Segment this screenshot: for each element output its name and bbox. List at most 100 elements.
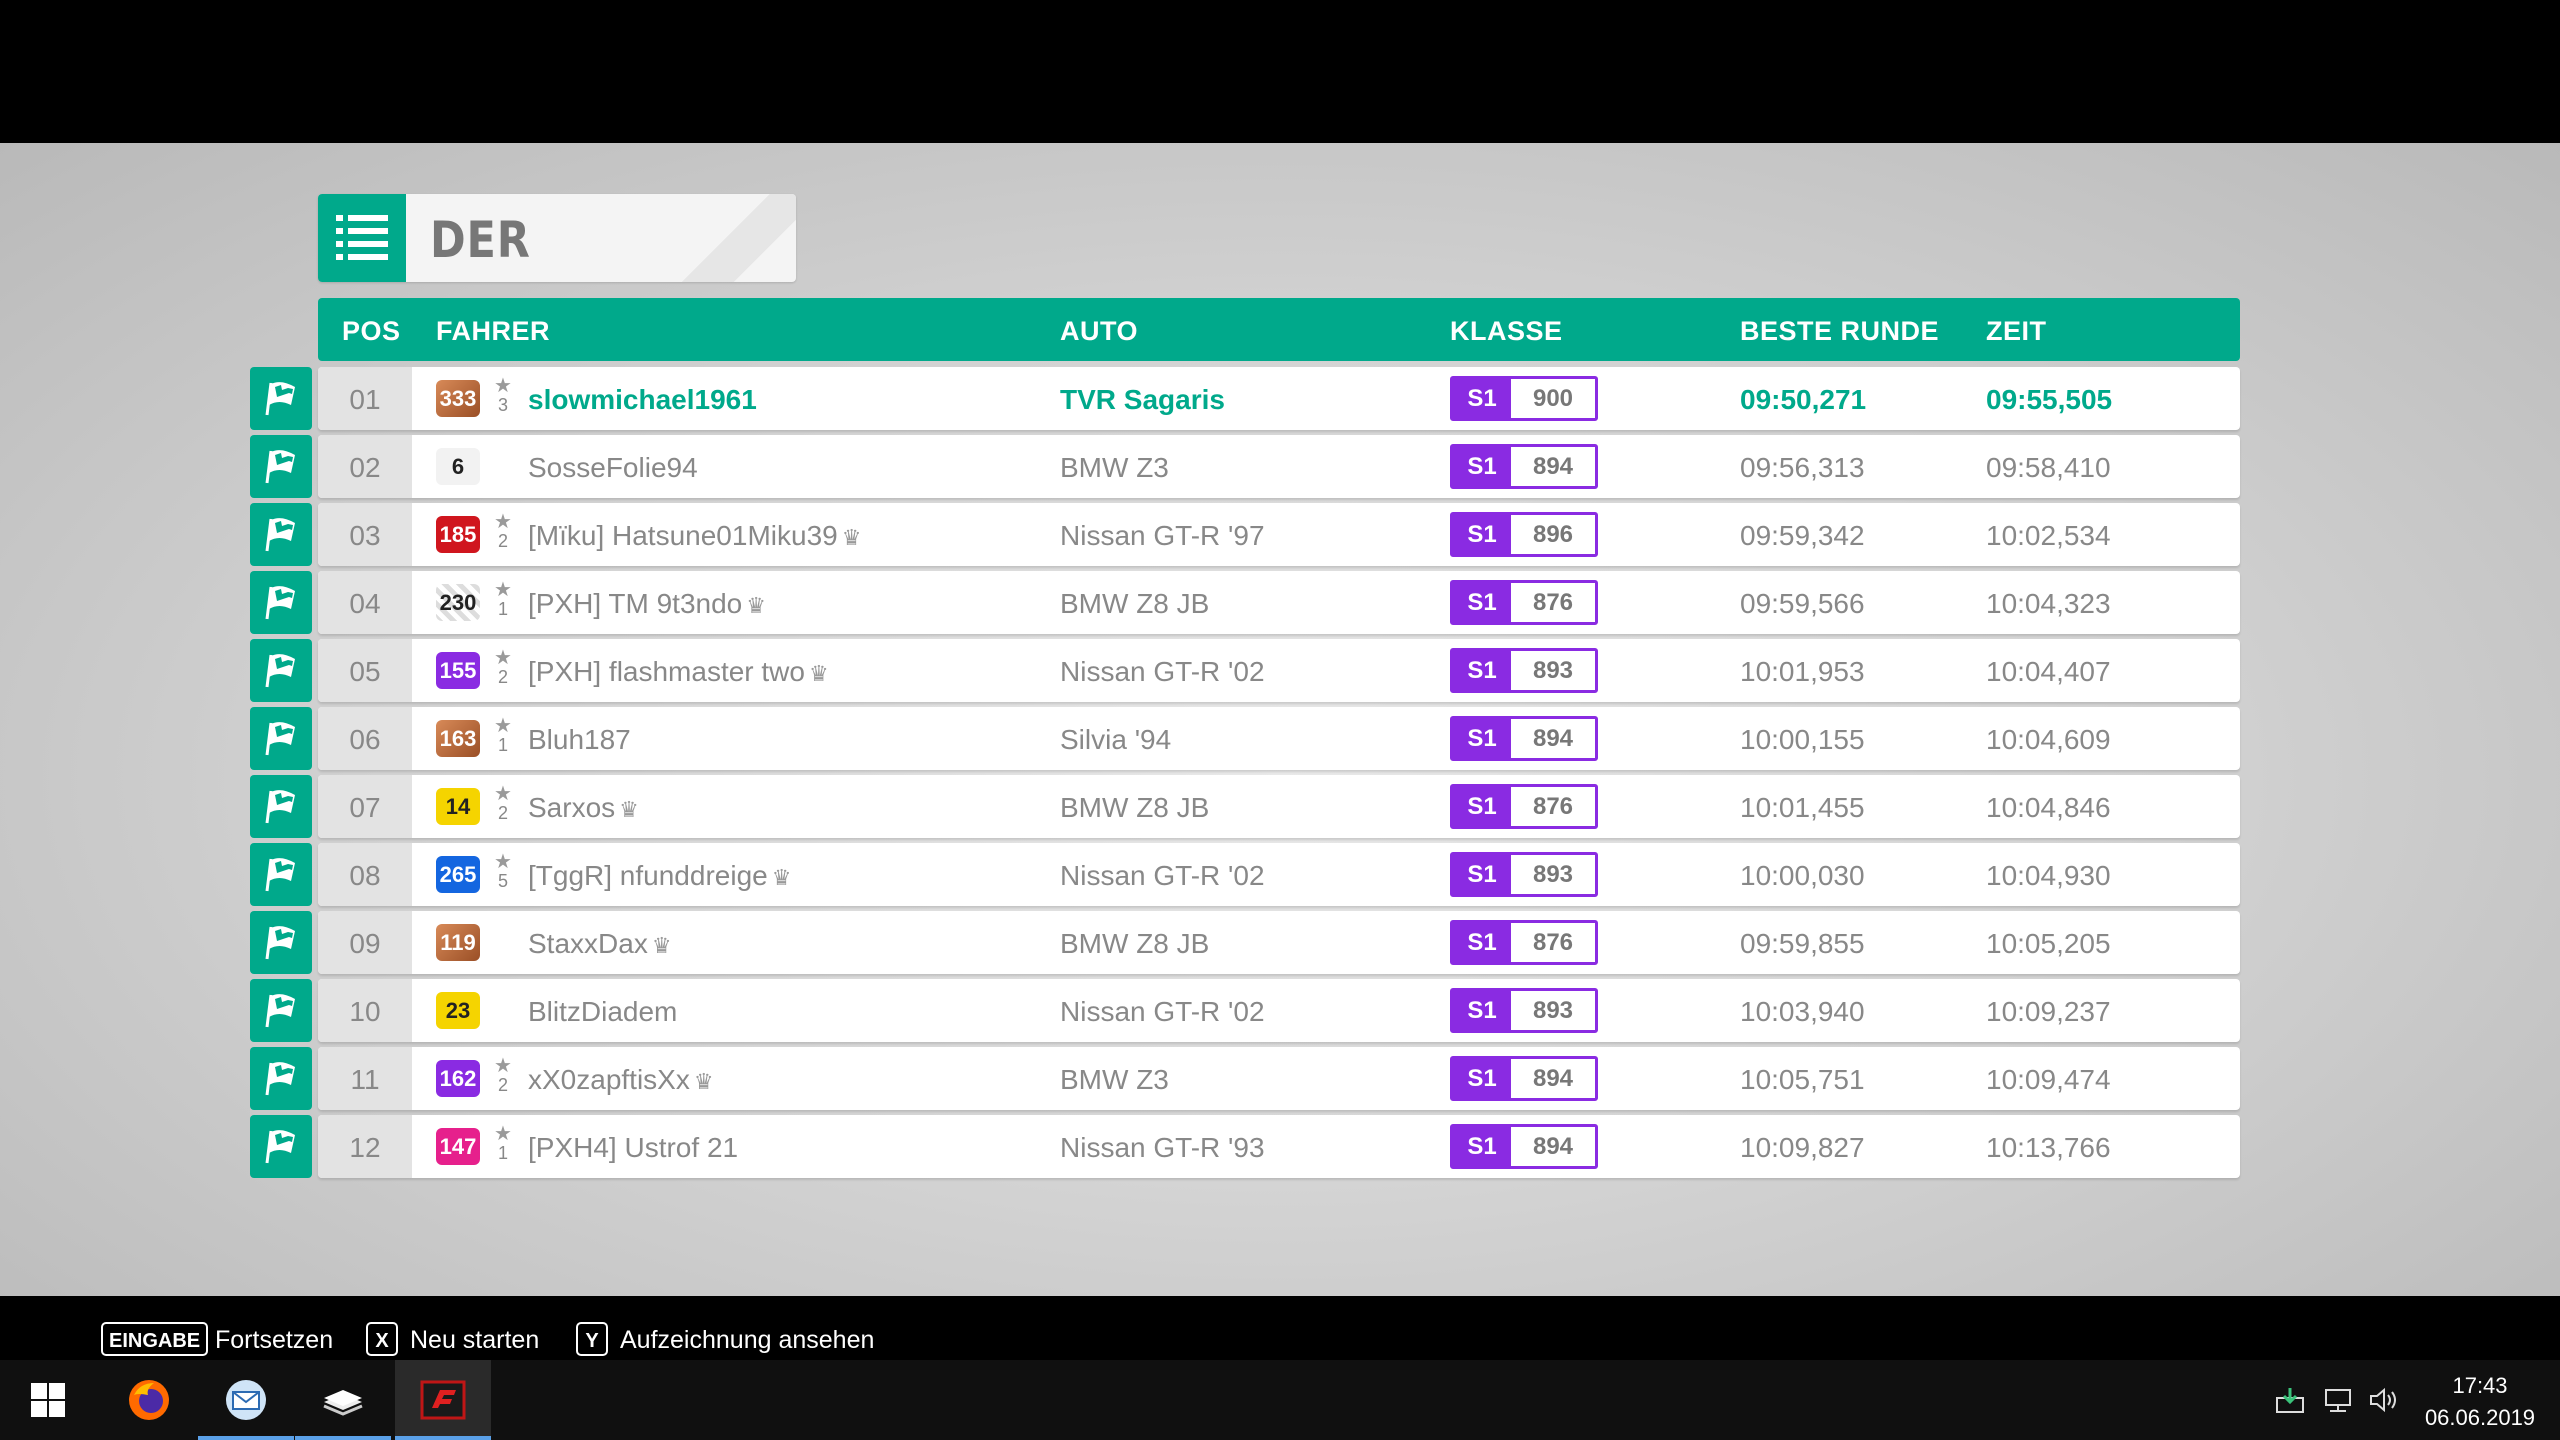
level-badge: 162 bbox=[436, 1060, 480, 1097]
key-y[interactable]: Y bbox=[576, 1322, 608, 1356]
flag-icon[interactable] bbox=[250, 503, 312, 566]
flag-icon[interactable] bbox=[250, 843, 312, 906]
flag-icon[interactable] bbox=[250, 639, 312, 702]
driver-cell: slowmichael1961 bbox=[528, 367, 757, 433]
star-icon: ★ 2 bbox=[492, 784, 514, 822]
crown-icon: ♛ bbox=[808, 661, 829, 686]
driver-name: [PXH4] Ustrof 21 bbox=[528, 1132, 739, 1163]
performance-index: 876 bbox=[1532, 589, 1574, 616]
performance-index: 893 bbox=[1532, 997, 1574, 1024]
books-icon[interactable] bbox=[295, 1360, 391, 1440]
flag-icon[interactable] bbox=[250, 775, 312, 838]
crown-icon: ♛ bbox=[619, 797, 639, 822]
col-driver: FAHRER bbox=[436, 316, 551, 346]
controller-prompt-bar: EINGABE Fortsetzen X Neu starten Y Aufze… bbox=[0, 1296, 2560, 1360]
network-icon[interactable] bbox=[2318, 1360, 2358, 1440]
driver-name: StaxxDax bbox=[528, 928, 648, 959]
best-lap: 09:59,855 bbox=[1740, 928, 1865, 959]
class-letter: S1 bbox=[1453, 787, 1511, 826]
total-time: 10:02,534 bbox=[1986, 520, 2111, 551]
key-enter[interactable]: EINGABE bbox=[101, 1322, 209, 1356]
volume-icon[interactable] bbox=[2364, 1360, 2404, 1440]
table-row[interactable]: 05 155 ★ 2 [PXH] flashmaster two ♛ Nissan GT-R… bbox=[250, 639, 2240, 702]
level-badge: 119 bbox=[436, 924, 480, 961]
event-title-card: DER GOLIATH bbox=[318, 194, 796, 282]
best-lap: 10:09,827 bbox=[1740, 1132, 1865, 1163]
class-letter: S1 bbox=[1453, 1127, 1511, 1166]
level-badge: 147 bbox=[436, 1128, 480, 1165]
flag-icon[interactable] bbox=[250, 367, 312, 430]
total-time: 10:09,237 bbox=[1986, 996, 2111, 1027]
car-name: BMW Z8 JB bbox=[1060, 928, 1210, 959]
table-row[interactable]: 12 147 ★ 1 [PXH4] Ustrof 21 Nissan GT-R '93 S1… bbox=[250, 1115, 2240, 1181]
driver-name: SosseFolie94 bbox=[528, 452, 698, 483]
flag-icon[interactable] bbox=[250, 911, 312, 974]
col-class: KLASSE bbox=[1450, 316, 1563, 346]
position: 04 bbox=[318, 571, 412, 634]
flag-icon[interactable] bbox=[250, 979, 312, 1042]
key-x[interactable]: X bbox=[366, 1322, 398, 1356]
table-row[interactable]: 04 230 ★ 1 [PXH] TM 9t3ndo ♛ BMW Z8 JB S1 876 09:… bbox=[250, 571, 2240, 634]
prompt-restart[interactable]: Neu starten bbox=[410, 1326, 540, 1354]
class-letter: S1 bbox=[1453, 1059, 1511, 1098]
position: 10 bbox=[318, 979, 412, 1042]
system-clock[interactable]: 17:43 06.06.2019 bbox=[2410, 1370, 2550, 1434]
driver-cell: [PXH] TM 9t3ndo ♛ bbox=[528, 571, 766, 639]
performance-index: 900 bbox=[1532, 385, 1574, 412]
level-badge: 23 bbox=[436, 992, 480, 1029]
table-row[interactable]: 10 23 BlitzDiadem Nissan GT-R '02 S1 893 10:03… bbox=[250, 979, 2240, 1045]
star-count: 2 bbox=[497, 803, 508, 823]
table-row[interactable]: 07 14 ★ 2 Sarxos ♛ BMW Z8 JB S1 876 10:01,455 10:0… bbox=[250, 775, 2240, 838]
driver-name: Sarxos bbox=[528, 792, 616, 823]
performance-index: 876 bbox=[1532, 929, 1574, 956]
table-row[interactable]: 08 265 ★ 5 [TggR] nfunddreige ♛ Nissan GT-R '0… bbox=[250, 843, 2240, 906]
star-icon: ★ 2 bbox=[492, 648, 514, 686]
best-lap: 09:59,566 bbox=[1740, 588, 1865, 619]
crown-icon: ♛ bbox=[651, 933, 672, 958]
event-title: DER GOLIATH bbox=[430, 211, 531, 269]
col-pos: POS bbox=[342, 316, 401, 346]
table-row[interactable]: 03 185 ★ 2 [Mïku] Hatsune01Miku39 ♛ Nissan GT-… bbox=[250, 503, 2240, 566]
star-count: 5 bbox=[497, 871, 508, 891]
star-icon: ★ 2 bbox=[492, 1056, 514, 1094]
driver-name: [TggR] nfunddreige bbox=[528, 860, 768, 891]
level-badge: 185 bbox=[436, 516, 480, 553]
driver-name: Bluh187 bbox=[528, 724, 631, 755]
table-row[interactable]: 01 333 ★ 3 slowmichael1961 TVR Sagaris S1 900 09… bbox=[250, 367, 2240, 433]
star-icon: ★ 1 bbox=[492, 580, 514, 618]
windows-start-icon[interactable] bbox=[0, 1360, 96, 1440]
class-badge: S1 876 bbox=[1450, 920, 1598, 965]
forza-icon[interactable] bbox=[395, 1360, 491, 1440]
driver-cell: BlitzDiadem bbox=[528, 979, 677, 1045]
flag-icon[interactable] bbox=[250, 571, 312, 634]
firefox-icon[interactable] bbox=[101, 1360, 197, 1440]
flag-icon[interactable] bbox=[250, 707, 312, 770]
mail-icon[interactable] bbox=[198, 1360, 294, 1440]
table-row[interactable]: 09 119 StaxxDax ♛ BMW Z8 JB S1 876 09:59,855 10:… bbox=[250, 911, 2240, 974]
car-name: BMW Z8 JB bbox=[1060, 792, 1210, 823]
best-lap: 10:05,751 bbox=[1740, 1064, 1865, 1095]
class-badge: S1 876 bbox=[1450, 784, 1598, 829]
table-row[interactable]: 02 6 SosseFolie94 BMW Z3 S1 894 09:56,313 09:58… bbox=[250, 435, 2240, 498]
table-row[interactable]: 06 163 ★ 1 Bluh187 Silvia '94 S1 894 10:00,155 10… bbox=[250, 707, 2240, 770]
star-count: 1 bbox=[497, 1143, 508, 1163]
flag-icon[interactable] bbox=[250, 1115, 312, 1178]
clock-time: 17:43 bbox=[2452, 1373, 2508, 1398]
flag-icon[interactable] bbox=[250, 435, 312, 498]
prompt-continue[interactable]: Fortsetzen bbox=[215, 1326, 334, 1354]
car-name: TVR Sagaris bbox=[1060, 384, 1225, 415]
driver-cell: [PXH4] Ustrof 21 bbox=[528, 1115, 738, 1181]
performance-index: 896 bbox=[1532, 521, 1574, 548]
total-time: 10:04,609 bbox=[1986, 724, 2111, 755]
crown-icon: ♛ bbox=[746, 593, 766, 618]
prompt-view-replay[interactable]: Aufzeichnung ansehen bbox=[620, 1326, 875, 1354]
position: 08 bbox=[318, 843, 412, 906]
download-tray-icon[interactable] bbox=[2270, 1360, 2310, 1440]
flag-icon[interactable] bbox=[250, 1047, 312, 1110]
class-badge: S1 894 bbox=[1450, 716, 1598, 761]
class-letter: S1 bbox=[1453, 719, 1511, 758]
table-row[interactable]: 11 162 ★ 2 xX0zapftisXx ♛ BMW Z3 S1 894 10:05,751… bbox=[250, 1047, 2240, 1110]
total-time: 10:09,474 bbox=[1986, 1064, 2111, 1095]
star-icon: ★ 1 bbox=[492, 716, 514, 754]
class-badge: S1 900 bbox=[1450, 376, 1598, 421]
